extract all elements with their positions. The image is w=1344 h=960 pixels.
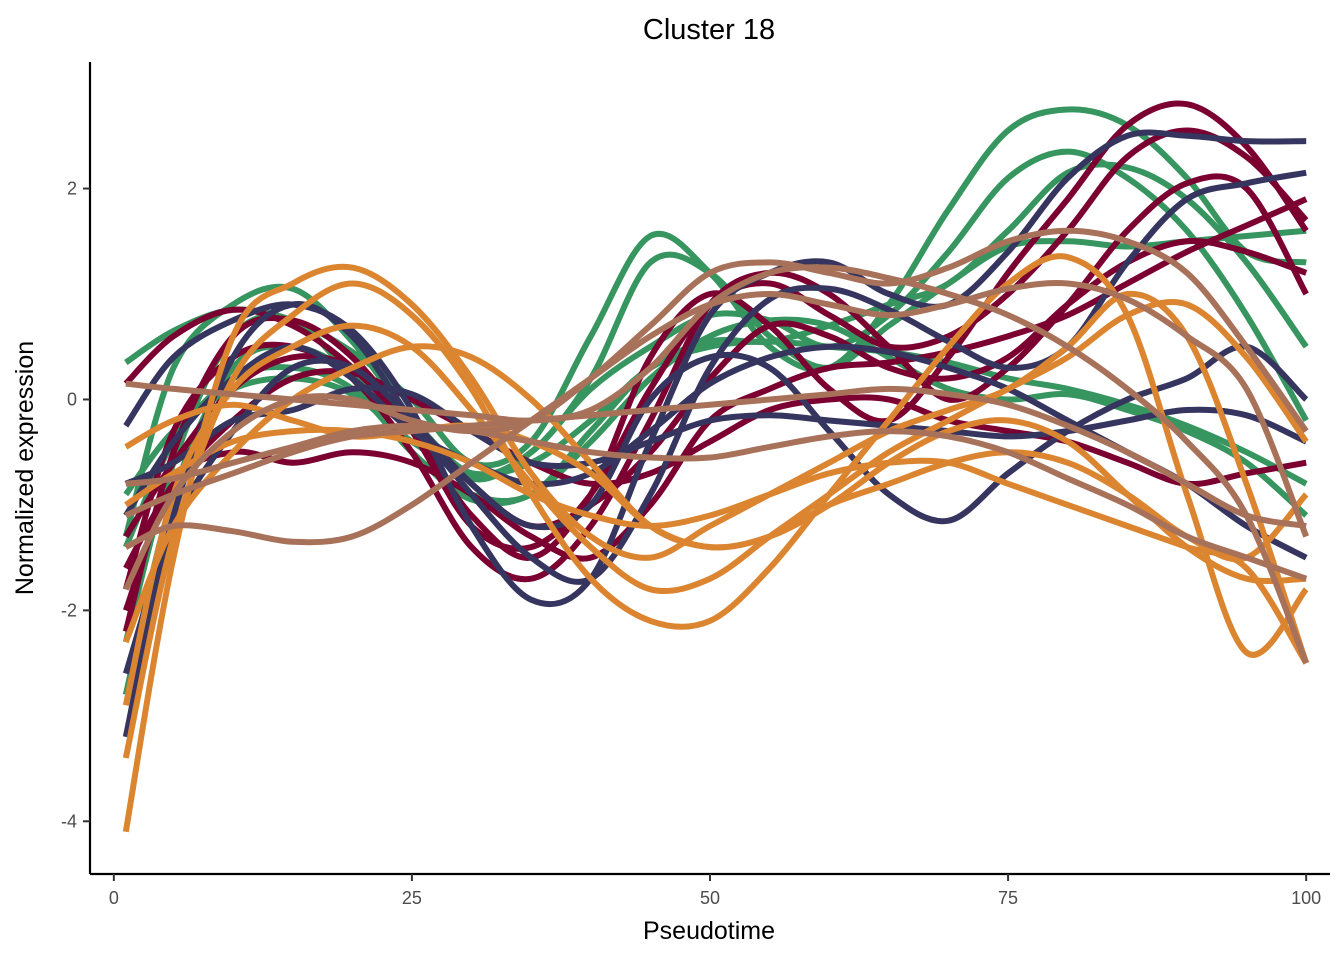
series-line-14 xyxy=(122,169,1307,738)
series-line-27 xyxy=(125,422,1308,582)
series-line-28 xyxy=(124,385,1307,529)
x-axis-title: Pseudotime xyxy=(643,917,775,945)
x-tick-label: 25 xyxy=(402,888,422,908)
x-tick-label: 100 xyxy=(1291,888,1321,908)
series-line-19 xyxy=(122,253,1309,759)
y-axis-title: Normalized expression xyxy=(11,341,39,595)
series-line-22 xyxy=(124,426,1309,665)
series-line-16 xyxy=(122,343,1309,675)
series-line-18 xyxy=(122,263,1310,833)
x-tick-label: 50 xyxy=(700,888,720,908)
series-line-26 xyxy=(124,280,1309,550)
y-tick-label: 0 xyxy=(67,389,77,409)
ticks-layer: 0 25 50 75 100 -4 -2 0 2 xyxy=(61,179,1321,908)
series-line-25 xyxy=(123,227,1309,591)
series-layer xyxy=(122,100,1310,833)
y-tick-label: -2 xyxy=(61,600,77,620)
series-line-8 xyxy=(122,127,1309,633)
y-tick-label: 2 xyxy=(67,179,77,199)
series-line-12 xyxy=(123,368,1307,570)
x-tick-label: 0 xyxy=(109,888,119,908)
chart-title: Cluster 18 xyxy=(643,14,775,46)
series-line-24 xyxy=(125,264,1309,665)
series-line-20 xyxy=(122,299,1309,706)
y-tick-label: -4 xyxy=(61,811,77,831)
series-line-15 xyxy=(124,384,1308,487)
x-tick-label: 75 xyxy=(998,888,1018,908)
series-line-6 xyxy=(123,338,1308,497)
